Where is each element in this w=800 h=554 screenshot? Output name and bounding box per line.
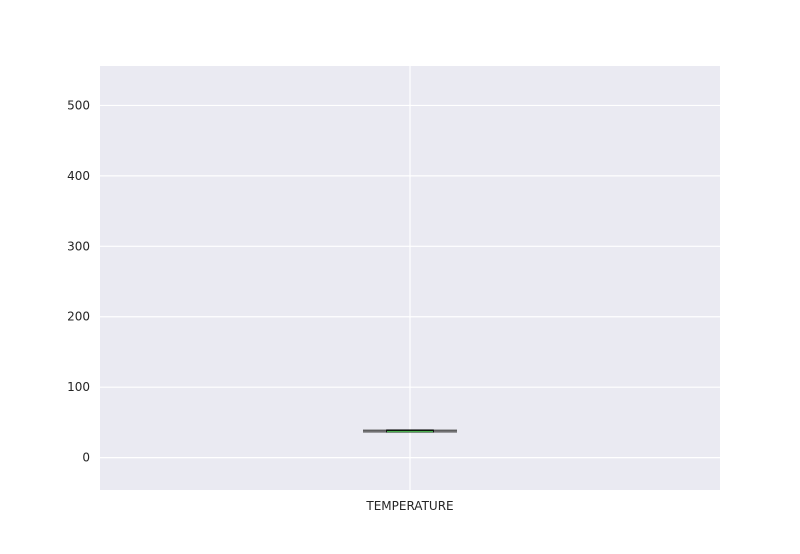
- y-tick-label: 500: [67, 98, 90, 112]
- y-tick-label: 200: [67, 310, 90, 324]
- y-tick-label: 400: [67, 169, 90, 183]
- y-tick-label: 100: [67, 380, 90, 394]
- x-tick-label: TEMPERATURE: [365, 499, 453, 513]
- y-tick-label: 300: [67, 239, 90, 253]
- y-tick-label: 0: [82, 451, 90, 465]
- x-axis-ticks: TEMPERATURE: [365, 499, 453, 513]
- grid-lines: [100, 66, 720, 490]
- y-axis-ticks: 0 100 200 300 400 500: [67, 98, 90, 464]
- box-series: [363, 429, 457, 433]
